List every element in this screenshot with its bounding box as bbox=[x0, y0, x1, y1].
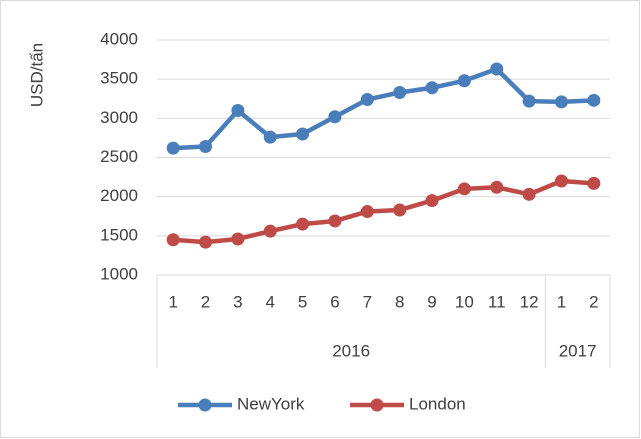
y-tick-label: 2500 bbox=[100, 147, 138, 166]
data-point bbox=[199, 235, 213, 249]
data-point bbox=[231, 104, 245, 117]
data-point bbox=[328, 214, 342, 228]
data-point bbox=[296, 127, 310, 141]
x-tick-label: 2 bbox=[201, 292, 210, 311]
data-point bbox=[587, 176, 601, 190]
legend-label: London bbox=[409, 394, 466, 413]
data-point bbox=[490, 180, 504, 194]
x-tick-label: 3 bbox=[233, 292, 242, 311]
x-tick-label: 10 bbox=[455, 292, 474, 311]
group-label: 2016 bbox=[332, 341, 370, 360]
x-tick-label: 9 bbox=[427, 292, 436, 311]
data-point bbox=[587, 93, 601, 107]
data-point bbox=[231, 232, 245, 246]
data-point bbox=[263, 224, 277, 238]
y-tick-label: 4000 bbox=[100, 29, 138, 48]
data-point bbox=[457, 182, 471, 196]
data-point bbox=[554, 95, 568, 109]
data-point bbox=[328, 110, 342, 124]
x-tick-label: 1 bbox=[557, 292, 566, 311]
data-point bbox=[393, 85, 407, 99]
x-tick-label: 5 bbox=[298, 292, 307, 311]
data-point bbox=[522, 94, 536, 108]
group-label: 2017 bbox=[559, 341, 597, 360]
x-tick-label: 8 bbox=[395, 292, 404, 311]
data-point bbox=[296, 217, 310, 231]
data-point bbox=[490, 62, 504, 76]
x-tick-label: 6 bbox=[330, 292, 339, 311]
legend-marker bbox=[370, 398, 384, 412]
y-axis-title: USD/tấn bbox=[27, 43, 46, 107]
data-point bbox=[522, 187, 536, 201]
data-point bbox=[457, 74, 471, 88]
legend-marker bbox=[198, 398, 212, 412]
data-point bbox=[554, 174, 568, 188]
data-point bbox=[166, 141, 180, 155]
x-tick-label: 4 bbox=[266, 292, 275, 311]
y-tick-label: 1000 bbox=[100, 264, 138, 283]
series-line bbox=[173, 66, 594, 151]
y-tick-label: 3500 bbox=[100, 69, 138, 88]
data-point bbox=[360, 205, 374, 219]
data-point bbox=[199, 140, 213, 154]
y-tick-label: 3000 bbox=[100, 108, 138, 127]
data-point bbox=[263, 130, 277, 144]
data-point bbox=[166, 233, 180, 247]
data-point bbox=[425, 194, 439, 208]
data-point bbox=[393, 203, 407, 217]
x-tick-label: 2 bbox=[589, 292, 598, 311]
y-tick-label: 2000 bbox=[100, 186, 138, 205]
x-tick-label: 7 bbox=[363, 292, 372, 311]
legend-label: NewYork bbox=[237, 394, 305, 413]
data-point bbox=[425, 81, 439, 95]
x-tick-label: 1 bbox=[168, 292, 177, 311]
y-tick-label: 1500 bbox=[100, 225, 138, 244]
x-tick-label: 11 bbox=[488, 292, 506, 311]
data-point bbox=[360, 93, 374, 107]
x-tick-label: 12 bbox=[520, 292, 539, 311]
